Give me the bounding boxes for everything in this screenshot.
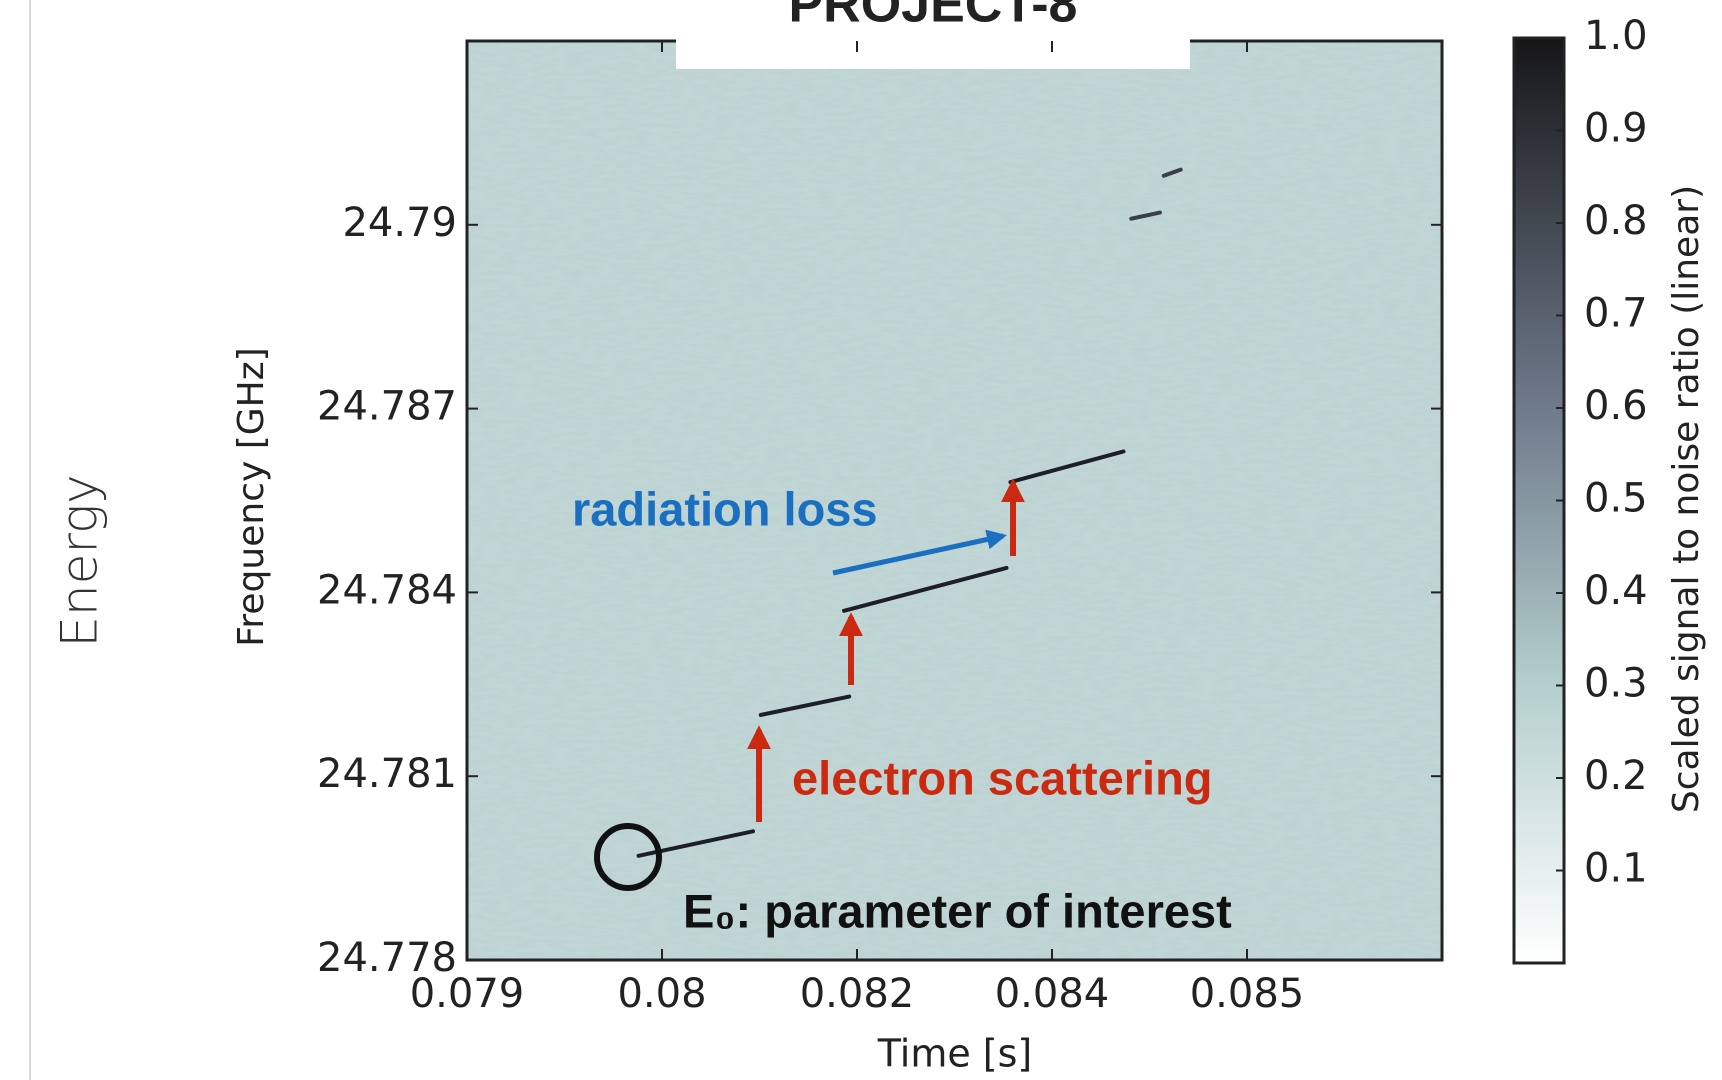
- annotation: radiation loss: [572, 482, 878, 535]
- tracks: [636, 167, 1183, 858]
- x-tick-label: 0.079: [410, 971, 525, 1017]
- x-axis-label: Time [s]: [877, 1032, 1033, 1076]
- annotation: electron scattering: [792, 751, 1213, 804]
- annotation: E₀: parameter of interest: [683, 884, 1232, 937]
- y-tick-label: 24.778: [317, 935, 457, 981]
- colorbar-tick-label: 0.5: [1584, 476, 1648, 522]
- x-tick-label: 0.082: [800, 971, 915, 1017]
- colorbar-tick-label: 0.4: [1584, 568, 1648, 614]
- colorbar-tick-label: 0.9: [1584, 106, 1648, 152]
- x-tick-label: 0.08: [617, 971, 706, 1017]
- colorbar-label: Scaled signal to noise ratio (linear): [1666, 185, 1707, 813]
- track: [842, 565, 1009, 613]
- e0-circle: [594, 823, 662, 891]
- track: [1161, 167, 1183, 178]
- side-label: Energy: [51, 474, 109, 647]
- colorbar-tick-label: 0.6: [1584, 383, 1648, 429]
- colorbar-tick-label: 0.3: [1584, 661, 1648, 707]
- noise-texture: [467, 41, 1442, 960]
- track: [1008, 449, 1126, 485]
- track: [1129, 210, 1162, 221]
- y-axis-label: Frequency [GHz]: [231, 347, 272, 646]
- colorbar: [1512, 36, 1566, 965]
- colorbar-tick-label: 0.2: [1584, 753, 1648, 799]
- colorbar-tick-label: 1.0: [1584, 13, 1648, 59]
- y-tick-label: 24.79: [342, 200, 457, 246]
- colorbar-tick-label: 0.1: [1584, 846, 1648, 892]
- chart-title: PROJECT-8: [789, 0, 1078, 34]
- colorbar-tick-label: 0.7: [1584, 291, 1648, 337]
- colorbar-tick-label: 0.8: [1584, 198, 1648, 244]
- y-tick-label: 24.784: [317, 567, 457, 613]
- radiation-arrow: [832, 529, 1007, 576]
- x-tick-label: 0.084: [995, 971, 1110, 1017]
- title-box: [676, 0, 1190, 69]
- y-tick-label: 24.787: [317, 384, 457, 430]
- track: [758, 694, 852, 717]
- y-tick-label: 24.781: [317, 751, 457, 797]
- x-tick-label: 0.085: [1190, 971, 1305, 1017]
